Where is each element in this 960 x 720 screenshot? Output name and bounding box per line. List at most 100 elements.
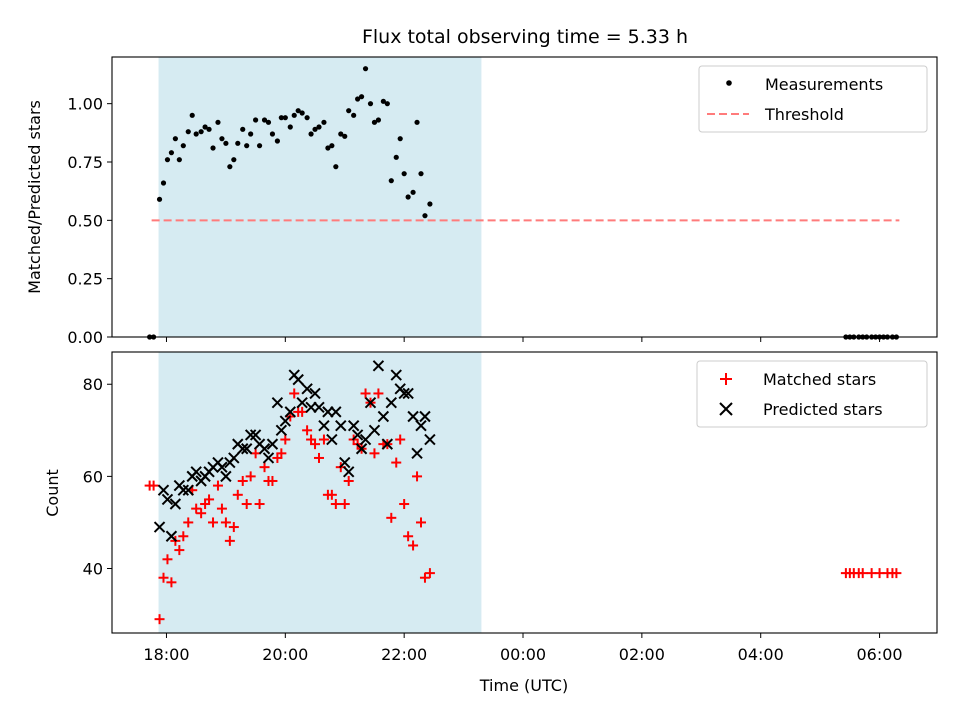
measurement-point (371, 119, 378, 125)
predicted-star-point (385, 396, 397, 409)
matched-star-point (857, 568, 868, 579)
measurement-point (185, 129, 191, 135)
predicted-star-point (266, 438, 279, 450)
measurement-point (316, 124, 322, 130)
matched-star-point (154, 614, 165, 625)
predicted-star-point (157, 484, 170, 496)
measurement-point (210, 145, 216, 151)
measurement-point (295, 108, 301, 114)
measurement-point (219, 136, 225, 142)
y-tick-label: 1.00 (67, 95, 103, 114)
measurement-point (253, 117, 259, 123)
top-legend-box (698, 65, 928, 133)
measurement-point (278, 115, 284, 121)
measurement-point (346, 108, 352, 114)
matched-star-point (395, 434, 406, 445)
matched-star-point (280, 434, 291, 445)
matched-star-point (232, 489, 243, 500)
matched-star-point (178, 531, 189, 542)
y-tick-label: 40 (83, 560, 103, 579)
matched-star-point (360, 388, 371, 399)
x-tick-label: 00:00 (500, 645, 546, 664)
matched-star-point (419, 572, 430, 583)
top-panel: 0.00 0.25 0.50 0.75 1.00 Matched/Predicted s… (25, 56, 938, 347)
predicted-star-point (284, 406, 296, 418)
measurement-point (410, 189, 416, 195)
observing-span-shade (158, 57, 482, 337)
predicted-star-point (359, 433, 372, 446)
measurement-point (342, 133, 348, 139)
legend-matched-marker (720, 373, 732, 385)
matched-star-point (196, 508, 207, 519)
predicted-star-point (292, 373, 304, 386)
matched-star-point (216, 503, 227, 514)
predicted-star-point (228, 452, 240, 464)
matched-star-point (318, 434, 329, 445)
matched-star-point (424, 568, 435, 579)
predicted-star-point (262, 452, 275, 464)
matched-star-point (183, 517, 194, 528)
matched-star-point (373, 388, 384, 399)
chart-title: Flux total observing time = 5.33 h (362, 26, 688, 48)
measurement-point (321, 119, 327, 125)
matched-star-point (369, 448, 380, 459)
predicted-star-point (244, 429, 257, 441)
measurement-point (164, 157, 171, 163)
predicted-star-point (330, 406, 342, 418)
predicted-star-point (335, 419, 347, 432)
measurement-point (274, 138, 280, 144)
matched-star-point (191, 503, 202, 514)
x-tick-label: 20:00 (262, 645, 308, 664)
y-tick-label: 0.25 (67, 270, 103, 289)
measurement-point (282, 115, 288, 121)
measurement-point (231, 157, 237, 163)
predicted-star-point (279, 415, 292, 427)
measurement-point (269, 131, 276, 137)
measurement-point (244, 143, 250, 149)
measurement-point (160, 180, 167, 186)
matched-star-point (241, 499, 252, 510)
measurement-point (427, 201, 433, 207)
measurement-point (176, 157, 182, 163)
x-axis-label: Time (UTC) (479, 676, 568, 695)
measurement-point (367, 101, 374, 107)
predicted-star-point (216, 461, 228, 473)
measurement-point (329, 143, 335, 149)
top-legend: Measurements Threshold (698, 65, 928, 133)
measurement-point (351, 112, 357, 118)
predicted-star-point (351, 429, 364, 441)
matched-star-point (208, 517, 219, 528)
matched-star-point (162, 554, 173, 565)
measurement-point (261, 117, 268, 123)
legend-measurement-marker (726, 80, 732, 86)
measurement-point (215, 119, 221, 125)
measurement-point (338, 131, 344, 137)
predicted-star-point (237, 443, 249, 455)
measurement-point (393, 154, 399, 160)
measurement-point (202, 124, 208, 130)
predicted-star-point (419, 410, 431, 423)
matched-star-point (330, 499, 341, 510)
matched-star-point (224, 535, 235, 546)
top-y-ticks: 0.00 0.25 0.50 0.75 1.00 (67, 95, 112, 347)
y-tick-label: 80 (83, 375, 103, 394)
predicted-star-point (390, 369, 402, 381)
measurement-point (397, 136, 403, 142)
matched-markers (144, 388, 902, 625)
predicted-star-point (296, 396, 308, 409)
legend-matched-label: Matched stars (763, 370, 876, 389)
predicted-star-point (249, 429, 262, 441)
predicted-star-point (407, 410, 419, 423)
y-tick-label: 0.75 (67, 153, 103, 172)
predicted-star-point (368, 424, 381, 437)
measurement-point (235, 140, 241, 146)
matched-star-point (212, 480, 223, 491)
matched-star-point (343, 475, 354, 486)
measurement-point (418, 171, 424, 177)
predicted-star-point (355, 443, 368, 455)
matched-star-point (267, 475, 278, 486)
observing-span-shade (158, 352, 482, 633)
measurement-point (401, 171, 407, 177)
measurement-point (325, 145, 331, 151)
